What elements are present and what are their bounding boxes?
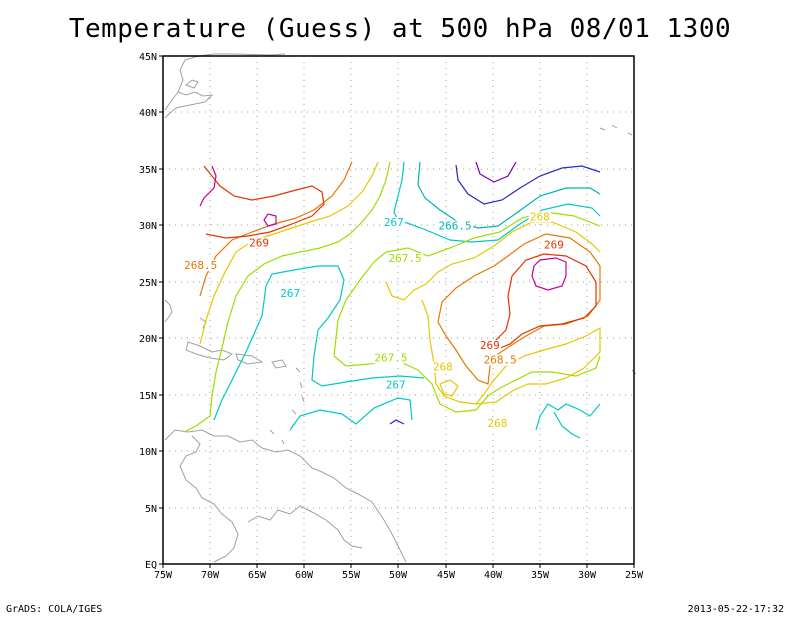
contour-269-5-east <box>531 257 567 291</box>
contour-label: 268 <box>530 210 550 223</box>
lat-label: 45N <box>139 52 157 63</box>
contour-label-background <box>382 216 405 228</box>
map-title: Temperature (Guess) at 500 hPa 08/01 130… <box>68 14 732 44</box>
contour-267-5-mid <box>333 211 601 357</box>
lat-label: 10N <box>139 447 157 458</box>
lon-label: 55W <box>342 570 361 581</box>
contour-label: 268 <box>433 360 453 373</box>
lat-label: 40N <box>139 108 157 119</box>
lat-label: 5N <box>145 504 157 515</box>
lon-labels: 75W 70W 65W 60W 55W 50W 45W 40W 35W 30W … <box>154 570 644 581</box>
lon-label: 45W <box>437 570 456 581</box>
contour-266 <box>475 161 517 183</box>
contour-label-background <box>482 354 519 366</box>
contour-labels: 267 266.5 268 269 267.5 269 268.5 267 269 267.5 26… <box>182 210 566 430</box>
contour-label-background <box>431 361 454 373</box>
lat-labels: EQ 5N 10N 15N 20N 25N 30N 35N 40N 45N <box>139 52 157 571</box>
contour-266-5 <box>417 161 601 229</box>
footer-credit: GrADS: COLA/IGES <box>6 604 103 615</box>
map-frame <box>162 55 635 565</box>
contour-267-e2 <box>553 411 581 439</box>
contour-label: 269 <box>480 339 500 352</box>
contour-label-background <box>478 339 502 351</box>
contour-269-5-nw <box>199 165 217 207</box>
coastlines <box>164 53 637 563</box>
contour-label-background <box>542 239 566 251</box>
contour-label-background <box>387 253 424 265</box>
lon-label: 75W <box>154 570 173 581</box>
contour-label: 268.5 <box>184 259 217 272</box>
contour-label-background <box>437 220 474 232</box>
contour-269-east <box>495 253 597 349</box>
contour-268-5-east <box>437 233 601 385</box>
contour-268-mid <box>385 221 601 301</box>
axis-ticks <box>159 55 635 568</box>
lat-label: 15N <box>139 391 157 402</box>
lat-label: 20N <box>139 334 157 345</box>
lon-label: 65W <box>248 570 267 581</box>
contour-267-south <box>289 397 413 431</box>
lon-label: 50W <box>389 570 408 581</box>
contour-label-background <box>372 352 409 364</box>
contour-label-background <box>384 379 407 391</box>
contour-265-5 <box>455 164 601 205</box>
contour-label: 268.5 <box>484 354 517 367</box>
temperature-contours <box>183 161 601 439</box>
contour-label: 267 <box>280 287 300 300</box>
contour-label: 267 <box>384 216 404 229</box>
lat-label: 25N <box>139 278 157 289</box>
contour-269-nw <box>203 165 325 239</box>
contour-label: 267.5 <box>374 351 407 364</box>
footer-timestamp: 2013-05-22-17:32 <box>687 604 784 615</box>
contour-267-5-north <box>183 161 391 433</box>
contour-label-background <box>182 259 219 271</box>
contour-label: 266.5 <box>438 219 471 232</box>
lon-label: 35W <box>531 570 550 581</box>
contour-label-background <box>528 211 551 223</box>
contour-label: 269 <box>249 236 269 249</box>
contour-267-se <box>535 403 601 431</box>
contour-label: 267.5 <box>389 252 422 265</box>
contour-label-background <box>486 417 509 429</box>
contour-267-north <box>393 161 601 243</box>
contour-267-west <box>213 265 425 421</box>
lon-label: 70W <box>201 570 220 581</box>
lon-label: 40W <box>484 570 503 581</box>
contour-label-background <box>247 237 271 249</box>
contour-268-south <box>421 299 601 405</box>
lat-label: 30N <box>139 221 157 232</box>
contour-269-5-cell <box>263 213 277 227</box>
contour-268-north <box>199 161 379 345</box>
contour-label: 268 <box>487 417 507 430</box>
grid-lines <box>163 56 634 564</box>
lon-label: 25W <box>625 570 644 581</box>
lat-label: 35N <box>139 165 157 176</box>
contour-label-background <box>278 288 302 300</box>
contour-label: 269 <box>544 239 564 252</box>
lat-label: EQ <box>145 560 157 571</box>
lon-label: 60W <box>295 570 314 581</box>
lon-label: 30W <box>578 570 597 581</box>
contour-label: 267 <box>386 379 406 392</box>
